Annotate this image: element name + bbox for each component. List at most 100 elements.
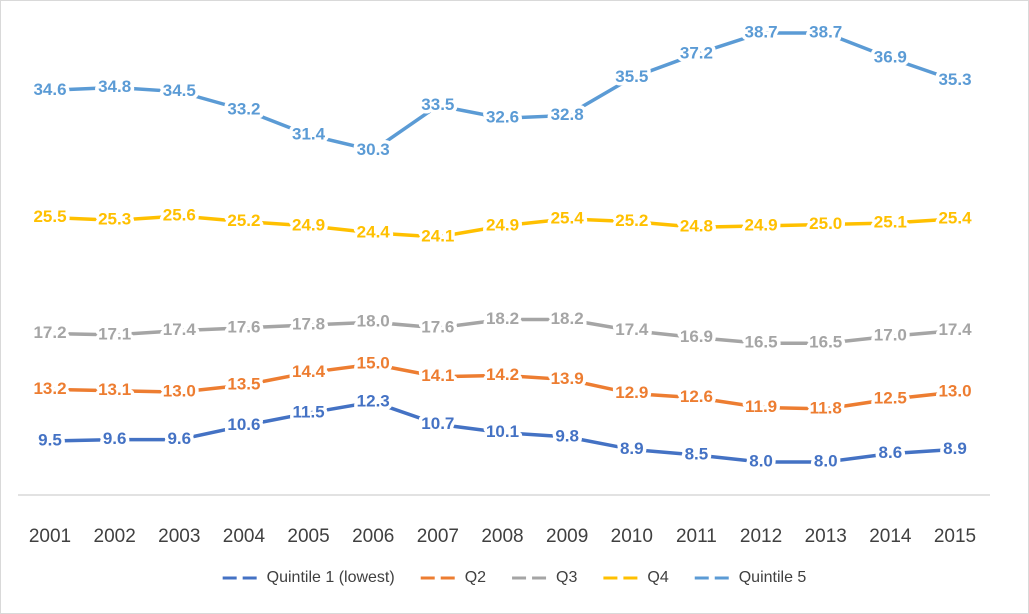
series-line [49,362,956,411]
legend-label: Q2 [465,569,486,586]
data-label: 18.0 [357,312,390,331]
data-label: 11.5 [292,403,324,422]
data-label: 34.6 [33,80,66,99]
data-label: 25.1 [874,213,907,232]
data-label: 11.8 [810,398,842,417]
data-label: 17.0 [874,326,907,345]
data-label: 8.0 [749,451,773,470]
x-tick-label: 2015 [934,526,976,547]
data-label: 30.3 [357,140,390,159]
x-tick-label: 2006 [352,526,394,547]
data-label: 24.9 [292,215,325,234]
data-label: 8.6 [879,443,903,462]
data-label: 17.2 [33,323,66,342]
data-label: 8.0 [814,451,838,470]
x-tick-label: 2001 [29,526,71,547]
data-label: 34.5 [163,81,196,100]
x-tick-label: 2010 [611,526,653,547]
data-label: 9.6 [103,429,127,448]
legend-label: Quintile 1 (lowest) [267,569,395,586]
series-line [49,317,956,345]
data-label: 25.4 [938,208,972,227]
x-tick-label: 2013 [805,526,847,547]
data-label: 8.9 [620,439,644,458]
data-label: 33.2 [227,99,260,118]
data-label: 25.2 [227,211,260,230]
x-tick-label: 2002 [94,526,136,547]
data-label: 12.5 [874,389,907,408]
data-label: 34.8 [98,77,131,96]
data-label: 13.9 [551,369,584,388]
data-label: 8.5 [685,444,709,463]
data-label: 35.3 [938,70,971,89]
data-label: 9.6 [167,429,191,448]
data-label: 13.2 [33,379,66,398]
x-tick-label: 2005 [287,526,329,547]
data-label: 33.5 [421,95,454,114]
data-label: 18.2 [486,309,519,328]
data-label: 16.5 [745,333,778,352]
data-label: 13.5 [227,375,260,394]
data-label: 25.3 [98,210,131,229]
data-label: 35.5 [615,67,648,86]
x-tick-label: 2003 [158,526,200,547]
legend-label: Q3 [556,569,577,586]
data-label: 17.8 [292,315,325,334]
data-label: 9.8 [555,426,579,445]
x-tick-label: 2008 [481,526,523,547]
data-label: 14.4 [292,362,326,381]
series-line [49,31,956,153]
x-tick-label: 2007 [417,526,459,547]
data-label: 13.1 [98,380,131,399]
data-label: 17.4 [615,320,649,339]
data-label: 13.0 [163,382,196,401]
data-label: 17.6 [227,317,260,336]
data-label: 25.4 [551,208,585,227]
x-tick-label: 2009 [546,526,588,547]
data-label: 14.2 [486,365,519,384]
data-label: 16.9 [680,327,713,346]
data-label: 8.9 [943,439,967,458]
data-label: 10.7 [421,414,454,433]
data-label: 12.9 [615,383,648,402]
data-label: 25.2 [615,211,648,230]
data-label: 17.1 [98,324,131,343]
x-tick-label: 2004 [223,526,266,547]
x-tick-label: 2012 [740,526,782,547]
data-label: 11.9 [745,397,777,416]
data-label: 16.5 [809,333,842,352]
data-label: 32.6 [486,108,519,127]
data-label: 14.1 [421,366,454,385]
data-label: 17.4 [163,320,197,339]
data-label: 12.6 [680,387,713,406]
data-label: 31.4 [292,124,326,143]
data-label: 12.3 [357,391,390,410]
data-label: 17.6 [421,317,454,336]
data-label: 15.0 [357,354,390,373]
data-label: 37.2 [680,43,713,62]
data-label: 18.2 [551,309,584,328]
data-label: 25.6 [163,206,196,225]
legend-label: Quintile 5 [739,569,807,586]
data-label: 36.9 [874,48,907,67]
data-label: 17.4 [938,320,972,339]
x-tick-label: 2014 [869,526,912,547]
data-label: 38.7 [745,22,778,41]
x-tick-label: 2011 [676,526,717,547]
data-label: 24.4 [357,222,391,241]
data-label: 32.8 [551,105,584,124]
legend-label: Q4 [647,569,668,586]
series-line [49,214,956,239]
data-label: 38.7 [809,22,842,41]
data-label: 25.5 [33,207,66,226]
data-label: 10.6 [227,415,260,434]
data-label: 10.1 [486,422,519,441]
data-label: 24.1 [421,227,454,246]
data-label: 25.0 [809,214,842,233]
data-label: 9.5 [38,431,62,450]
data-label: 13.0 [938,382,971,401]
data-label: 24.8 [680,217,713,236]
data-label: 24.9 [486,215,519,234]
